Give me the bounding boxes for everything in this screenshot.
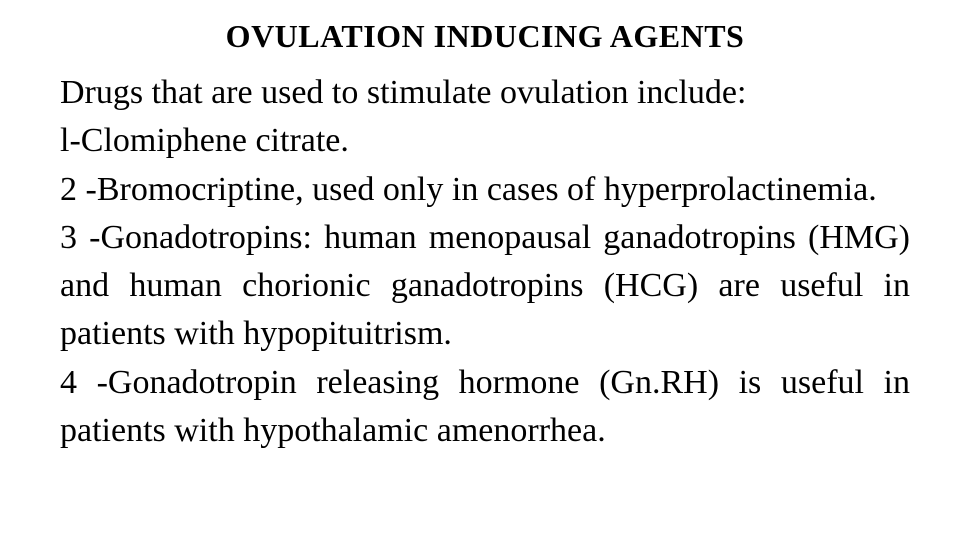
slide-body: Drugs that are used to stimulate ovulati… xyxy=(60,69,910,455)
list-item-4: 4 -Gonadotropin releasing hormone (Gn.RH… xyxy=(60,359,910,456)
list-item-3: 3 -Gonadotropins: human menopausal ganad… xyxy=(60,214,910,359)
list-item-1: l-Clomiphene citrate. xyxy=(60,117,910,165)
intro-line: Drugs that are used to stimulate ovulati… xyxy=(60,69,910,117)
list-item-2: 2 -Bromocriptine, used only in cases of … xyxy=(60,166,910,214)
slide-title: OVULATION INDUCING AGENTS xyxy=(60,18,910,55)
